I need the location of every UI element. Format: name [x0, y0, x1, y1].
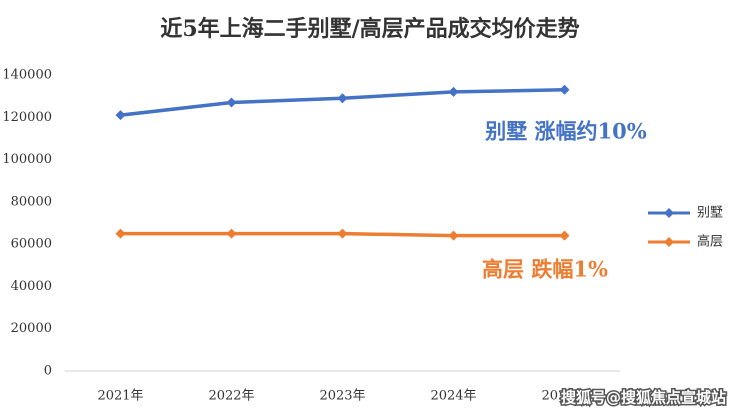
watermark: 搜狐号@搜狐焦点宣城站: [561, 389, 726, 407]
y-tick-label: 20000: [11, 321, 52, 336]
y-tick-label: 120000: [2, 110, 52, 125]
marker: [559, 84, 570, 95]
x-tick-label: 2023年: [319, 389, 365, 404]
marker: [226, 97, 237, 108]
x-tick-label: 2022年: [208, 389, 254, 404]
x-tick-label: 2021年: [97, 389, 143, 404]
marker: [337, 93, 348, 104]
marker: [337, 228, 348, 239]
y-tick-label: 80000: [11, 194, 52, 209]
x-tick-label: 2024年: [430, 389, 476, 404]
legend-marker: [664, 208, 674, 218]
marker: [448, 86, 459, 97]
marker: [448, 230, 459, 241]
legend-label: 高层: [697, 234, 723, 250]
annotation: 高层 跌幅1%: [482, 257, 608, 282]
x-tick-label: 2025年: [541, 389, 587, 404]
marker: [559, 230, 570, 241]
y-tick-label: 100000: [2, 152, 52, 167]
annotation: 别墅 涨幅约10%: [484, 119, 647, 144]
y-tick-label: 0: [44, 364, 52, 379]
y-tick-label: 40000: [11, 279, 52, 294]
y-tick-label: 60000: [11, 237, 52, 252]
y-tick-label: 140000: [2, 68, 52, 83]
legend-label: 别墅: [697, 206, 723, 221]
chart-title: 近5年上海二手别墅/高层产品成交均价走势: [160, 16, 579, 42]
marker: [115, 110, 126, 121]
marker: [226, 228, 237, 239]
marker: [115, 228, 126, 239]
legend-marker: [664, 237, 674, 247]
